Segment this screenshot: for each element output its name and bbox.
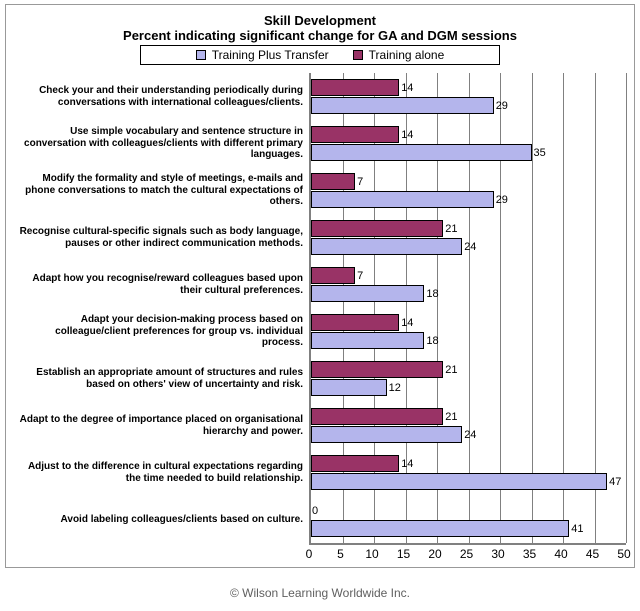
bar-value: 24 bbox=[464, 241, 476, 253]
bar-value: 14 bbox=[401, 82, 413, 94]
bar-training-plus-transfer: 41 bbox=[311, 520, 569, 537]
bar-group: 2124 bbox=[311, 214, 626, 261]
bar-value: 29 bbox=[496, 194, 508, 206]
x-tick: 0 bbox=[306, 547, 313, 561]
plot-area: 1429143572921247181418211221241447041 bbox=[309, 73, 626, 545]
category-label: Adapt how you recognise/reward colleague… bbox=[14, 261, 309, 308]
bar-value: 14 bbox=[401, 129, 413, 141]
bar-training-plus-transfer: 12 bbox=[311, 379, 387, 396]
bar-training-plus-transfer: 35 bbox=[311, 144, 532, 161]
x-tick: 40 bbox=[554, 547, 567, 561]
gridline bbox=[626, 73, 627, 543]
bar-value: 7 bbox=[357, 270, 363, 282]
y-axis-labels: Check your and their understanding perio… bbox=[14, 73, 309, 545]
x-tick: 35 bbox=[523, 547, 536, 561]
x-tick: 15 bbox=[397, 547, 410, 561]
bar-training-alone: 21 bbox=[311, 408, 443, 425]
chart-title-1: Skill Development bbox=[14, 13, 626, 28]
bar-group: 1418 bbox=[311, 308, 626, 355]
plot-wrap: Check your and their understanding perio… bbox=[14, 73, 626, 545]
bar-value: 12 bbox=[389, 382, 401, 394]
bar-value: 18 bbox=[426, 335, 438, 347]
bar-training-alone: 7 bbox=[311, 267, 355, 284]
bar-training-plus-transfer: 29 bbox=[311, 191, 494, 208]
bar-training-plus-transfer: 18 bbox=[311, 332, 424, 349]
category-label: Avoid labeling colleagues/clients based … bbox=[14, 496, 309, 543]
x-tick: 10 bbox=[365, 547, 378, 561]
bar-value: 29 bbox=[496, 100, 508, 112]
bar-value: 21 bbox=[445, 223, 457, 235]
bar-value: 18 bbox=[426, 288, 438, 300]
chart-card: Skill Development Percent indicating sig… bbox=[5, 4, 635, 568]
bar-value: 24 bbox=[464, 429, 476, 441]
legend-swatch-alone bbox=[353, 50, 363, 60]
bar-training-plus-transfer: 47 bbox=[311, 473, 607, 490]
bar-value: 21 bbox=[445, 364, 457, 376]
bar-value: 47 bbox=[609, 476, 621, 488]
legend-label-alone: Training alone bbox=[369, 48, 445, 62]
bar-value: 21 bbox=[445, 411, 457, 423]
x-axis: 05101520253035404550 bbox=[309, 545, 624, 563]
bar-training-alone: 21 bbox=[311, 361, 443, 378]
bar-training-plus-transfer: 24 bbox=[311, 426, 462, 443]
bar-training-plus-transfer: 18 bbox=[311, 285, 424, 302]
bar-group: 1447 bbox=[311, 449, 626, 496]
category-label: Establish an appropriate amount of struc… bbox=[14, 355, 309, 402]
chart-legend: Training Plus Transfer Training alone bbox=[140, 45, 500, 65]
bar-training-alone: 14 bbox=[311, 126, 399, 143]
chart-title-block: Skill Development Percent indicating sig… bbox=[14, 13, 626, 43]
category-label: Use simple vocabulary and sentence struc… bbox=[14, 120, 309, 167]
x-tick: 25 bbox=[460, 547, 473, 561]
bar-training-alone: 21 bbox=[311, 220, 443, 237]
category-label: Adjust to the difference in cultural exp… bbox=[14, 449, 309, 496]
bar-value: 35 bbox=[534, 147, 546, 159]
category-label: Recognise cultural-specific signals such… bbox=[14, 214, 309, 261]
category-label: Adapt to the degree of importance placed… bbox=[14, 402, 309, 449]
x-tick: 30 bbox=[491, 547, 504, 561]
x-tick: 50 bbox=[617, 547, 630, 561]
bar-training-alone: 14 bbox=[311, 79, 399, 96]
chart-title-2: Percent indicating significant change fo… bbox=[14, 28, 626, 43]
bar-group: 2124 bbox=[311, 402, 626, 449]
bar-group: 0 41 bbox=[311, 496, 626, 543]
bar-value: 0 bbox=[312, 505, 318, 517]
legend-item-transfer: Training Plus Transfer bbox=[196, 48, 329, 62]
bar-group: 1429 bbox=[311, 73, 626, 120]
bar-training-alone: 14 bbox=[311, 314, 399, 331]
bar-group: 1435 bbox=[311, 120, 626, 167]
category-label: Adapt your decision-making process based… bbox=[14, 308, 309, 355]
legend-label-transfer: Training Plus Transfer bbox=[212, 48, 329, 62]
legend-item-alone: Training alone bbox=[353, 48, 445, 62]
legend-swatch-transfer bbox=[196, 50, 206, 60]
bar-group: 2112 bbox=[311, 355, 626, 402]
bar-value: 7 bbox=[357, 176, 363, 188]
x-tick: 45 bbox=[586, 547, 599, 561]
bar-group: 729 bbox=[311, 167, 626, 214]
footer-copyright: © Wilson Learning Worldwide Inc. bbox=[230, 586, 410, 600]
bar-training-plus-transfer: 29 bbox=[311, 97, 494, 114]
category-label: Modify the formality and style of meetin… bbox=[14, 167, 309, 214]
bar-group: 718 bbox=[311, 261, 626, 308]
bar-training-alone: 7 bbox=[311, 173, 355, 190]
x-tick: 20 bbox=[428, 547, 441, 561]
bar-rows: 1429143572921247181418211221241447041 bbox=[311, 73, 626, 543]
bar-value: 41 bbox=[571, 523, 583, 535]
x-tick: 5 bbox=[337, 547, 344, 561]
bar-training-alone: 14 bbox=[311, 455, 399, 472]
bar-training-plus-transfer: 24 bbox=[311, 238, 462, 255]
bar-value: 14 bbox=[401, 317, 413, 329]
category-label: Check your and their understanding perio… bbox=[14, 73, 309, 120]
bar-value: 14 bbox=[401, 458, 413, 470]
